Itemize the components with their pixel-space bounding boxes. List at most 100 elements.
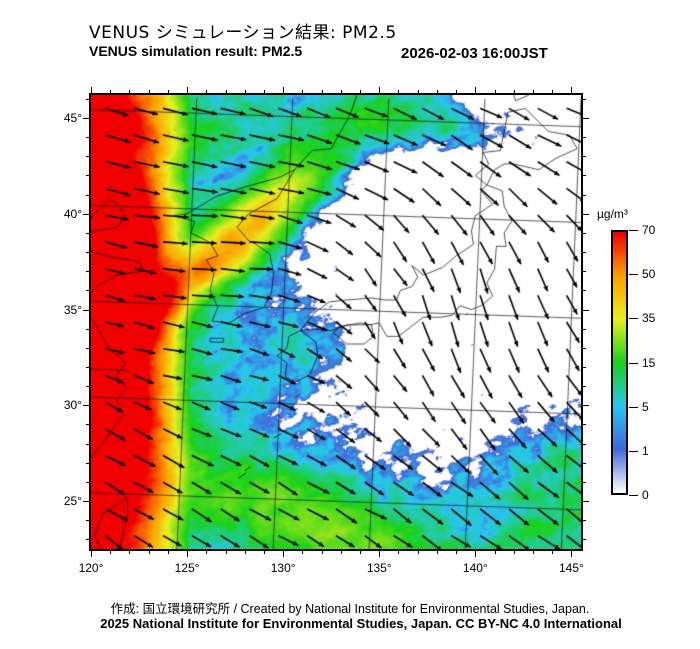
y-tick-24 [86,520,91,522]
x-tick-139 [456,549,458,554]
x-tick-top-122 [129,90,131,95]
license-text: 2025 National Institute for Environmenta… [0,616,700,631]
x-tick-141 [494,549,496,554]
y-tick-right-35 [581,309,589,311]
x-tick-top-143 [532,90,534,95]
colorbar-label-1: 1 [642,443,649,458]
x-tick-129 [263,549,265,554]
x-tick-top-124 [167,90,169,95]
y-tick-right-46 [581,98,586,100]
y-tick-41 [86,194,91,196]
y-axis-label-25: 25° [63,494,82,509]
colorbar-label-35: 35 [642,311,656,326]
x-tick-top-134 [360,90,362,95]
y-tick-right-26 [581,481,586,483]
y-tick-right-27 [581,462,586,464]
y-tick-34 [86,328,91,330]
x-tick-121 [110,549,112,554]
x-tick-top-127 [225,90,227,95]
x-tick-145 [571,549,573,557]
x-tick-top-128 [244,90,246,95]
colorbar-label-50: 50 [642,267,656,282]
y-tick-27 [86,462,91,464]
y-tick-right-31 [581,386,586,388]
x-tick-125 [187,549,189,557]
y-tick-right-38 [581,252,586,254]
y-tick-25 [83,501,91,503]
colorbar-tick-70 [629,230,638,231]
credit-text: 作成: 国立環境研究所 / Created by National Instit… [110,602,590,616]
y-tick-44 [86,137,91,139]
x-tick-132 [321,549,323,554]
colorbar-tick-5 [629,406,638,408]
x-tick-137 [417,549,419,554]
colorbar-tick-35 [629,318,638,320]
y-tick-right-39 [581,232,586,234]
y-tick-right-28 [581,443,586,445]
x-tick-top-129 [263,90,265,95]
x-tick-top-136 [398,90,400,95]
x-tick-top-137 [417,90,419,95]
x-tick-135 [379,549,381,557]
x-tick-top-138 [436,90,438,95]
x-tick-top-121 [110,90,112,95]
x-axis-label-145: 145° [558,561,584,575]
x-tick-123 [148,549,150,554]
pm25-colorbar [611,230,628,495]
x-tick-top-120 [91,87,92,95]
x-tick-top-145 [571,87,573,95]
y-axis-label-35: 35° [63,302,82,317]
x-tick-120 [91,549,92,557]
y-tick-right-24 [581,520,586,522]
y-tick-36 [86,290,91,292]
y-tick-right-23 [581,539,586,541]
x-tick-top-133 [340,90,342,95]
x-tick-top-140 [475,87,477,95]
y-tick-23 [86,539,91,541]
y-axis-label-30: 30° [63,398,82,413]
y-tick-28 [86,443,91,445]
x-axis-label-140: 140° [462,561,488,575]
x-axis-label-130: 130° [270,561,296,575]
y-tick-right-41 [581,194,586,196]
y-tick-right-36 [581,290,586,292]
license-text-inner: 2025 National Institute for Environmenta… [100,616,622,631]
y-tick-35 [83,309,91,311]
x-tick-top-132 [321,90,323,95]
colorbar-tick-1 [629,450,638,452]
y-tick-26 [86,481,91,483]
y-tick-30 [83,405,91,407]
y-tick-right-33 [581,347,586,349]
x-tick-142 [513,549,515,554]
x-tick-top-141 [494,90,496,95]
x-tick-top-130 [283,87,285,95]
x-tick-top-126 [206,90,208,95]
x-tick-138 [436,549,438,554]
y-tick-right-42 [581,175,586,177]
y-tick-39 [86,232,91,234]
page-title-english: VENUS simulation result: PM2.5 [89,43,303,59]
forecast-datetime: 2026-02-03 16:00JST [401,45,548,62]
x-tick-134 [360,549,362,554]
x-tick-131 [302,549,304,554]
y-tick-43 [86,156,91,158]
x-axis-label-125: 125° [174,561,200,575]
x-tick-top-131 [302,90,304,95]
x-tick-top-135 [379,87,381,95]
page-title-japanese: VENUS シミュレーション結果: PM2.5 [89,23,397,43]
y-tick-right-34 [581,328,586,330]
colorbar-unit-label: µg/m³ [597,207,628,221]
y-axis-label-45: 45° [63,110,82,125]
colorbar-tick-0 [629,495,638,496]
y-tick-31 [86,386,91,388]
y-tick-right-25 [581,501,589,503]
x-tick-124 [167,549,169,554]
y-tick-right-32 [581,367,586,369]
y-axis-label-40: 40° [63,206,82,221]
x-tick-133 [340,549,342,554]
y-tick-right-29 [581,424,586,426]
y-tick-right-40 [581,213,589,215]
y-tick-right-45 [581,117,589,119]
x-tick-136 [398,549,400,554]
x-axis-label-120: 120° [78,561,104,575]
